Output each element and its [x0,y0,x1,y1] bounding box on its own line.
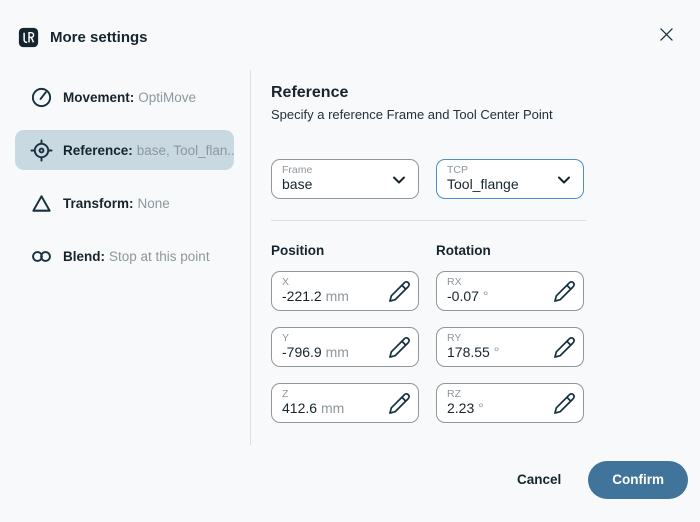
cancel-button[interactable]: Cancel [516,472,562,487]
confirm-button[interactable]: Confirm [588,460,688,499]
field-value: -221.2 [282,288,322,304]
dialog-footer: Cancel Confirm [0,445,700,522]
chevron-down-icon [389,170,409,190]
sidebar-item-blend[interactable]: Blend: Stop at this point [15,236,234,276]
frame-dropdown[interactable]: Frame base [271,159,419,199]
field-value: 2.23 [447,400,475,416]
settings-sidebar: Movement: OptiMove Reference: base, Tool_f… [0,70,251,445]
edit-pencil-icon[interactable] [387,280,411,304]
reference-panel: Reference Specify a reference Frame and … [251,70,700,445]
rotation-header: Rotation [436,243,491,258]
field-label: X [282,276,290,288]
sidebar-item-label: Reference: [63,142,133,158]
field-label: Z [282,388,289,400]
edit-pencil-icon[interactable] [552,392,576,416]
target-icon [30,138,53,162]
rotation-rx-field[interactable]: RX -0.07 ° [436,271,584,311]
infinity-icon [30,245,53,268]
chevron-down-icon [554,170,574,190]
position-header: Position [271,243,325,258]
edit-pencil-icon[interactable] [552,280,576,304]
panel-title: Reference [271,84,349,101]
field-value: -796.9 [282,344,322,360]
sidebar-item-label: Blend: [63,248,105,264]
field-label: RZ [447,388,461,400]
sidebar-item-value: OptiMove [138,89,197,105]
field-value: 412.6 [282,400,318,416]
dialog-title: More settings [50,28,148,46]
dialog-header: More settings [0,0,700,70]
position-z-field[interactable]: Z 412.6 mm [271,383,419,423]
field-unit: mm [325,344,349,360]
field-value: 178.55 [447,344,490,360]
sidebar-item-value: Stop at this point [109,248,210,264]
close-icon[interactable] [656,24,676,44]
field-label: RY [447,332,462,344]
frame-dropdown-value: base [282,176,313,192]
frame-dropdown-label: Frame [282,164,313,176]
sidebar-item-value: None [137,195,170,211]
sidebar-item-value: base, Tool_flan... [136,142,234,158]
field-unit: mm [325,288,349,304]
rotation-ry-field[interactable]: RY 178.55 ° [436,327,584,367]
gauge-icon [30,86,53,109]
sidebar-item-transform[interactable]: Transform: None [15,183,234,223]
triangle-icon [30,192,53,215]
ur-logo-icon [18,27,39,48]
sidebar-item-label: Transform: [63,195,134,211]
field-value: -0.07 [447,288,479,304]
sidebar-item-label: Movement: [63,89,135,105]
tcp-dropdown-label: TCP [447,164,468,176]
tcp-dropdown-value: Tool_flange [447,176,519,192]
position-x-field[interactable]: X -221.2 mm [271,271,419,311]
field-unit: ° [482,288,489,304]
field-unit: ° [493,344,500,360]
section-divider [271,220,586,221]
sidebar-item-movement[interactable]: Movement: OptiMove [15,77,234,117]
rotation-rz-field[interactable]: RZ 2.23 ° [436,383,584,423]
edit-pencil-icon[interactable] [387,392,411,416]
edit-pencil-icon[interactable] [387,336,411,360]
field-label: RX [447,276,462,288]
field-label: Y [282,332,290,344]
field-unit: mm [320,400,345,416]
edit-pencil-icon[interactable] [552,336,576,360]
field-unit: ° [478,400,484,416]
sidebar-item-reference[interactable]: Reference: base, Tool_flan... [15,130,234,170]
tcp-dropdown[interactable]: TCP Tool_flange [436,159,584,199]
panel-subtitle: Specify a reference Frame and Tool Cente… [271,107,553,122]
position-y-field[interactable]: Y -796.9 mm [271,327,419,367]
